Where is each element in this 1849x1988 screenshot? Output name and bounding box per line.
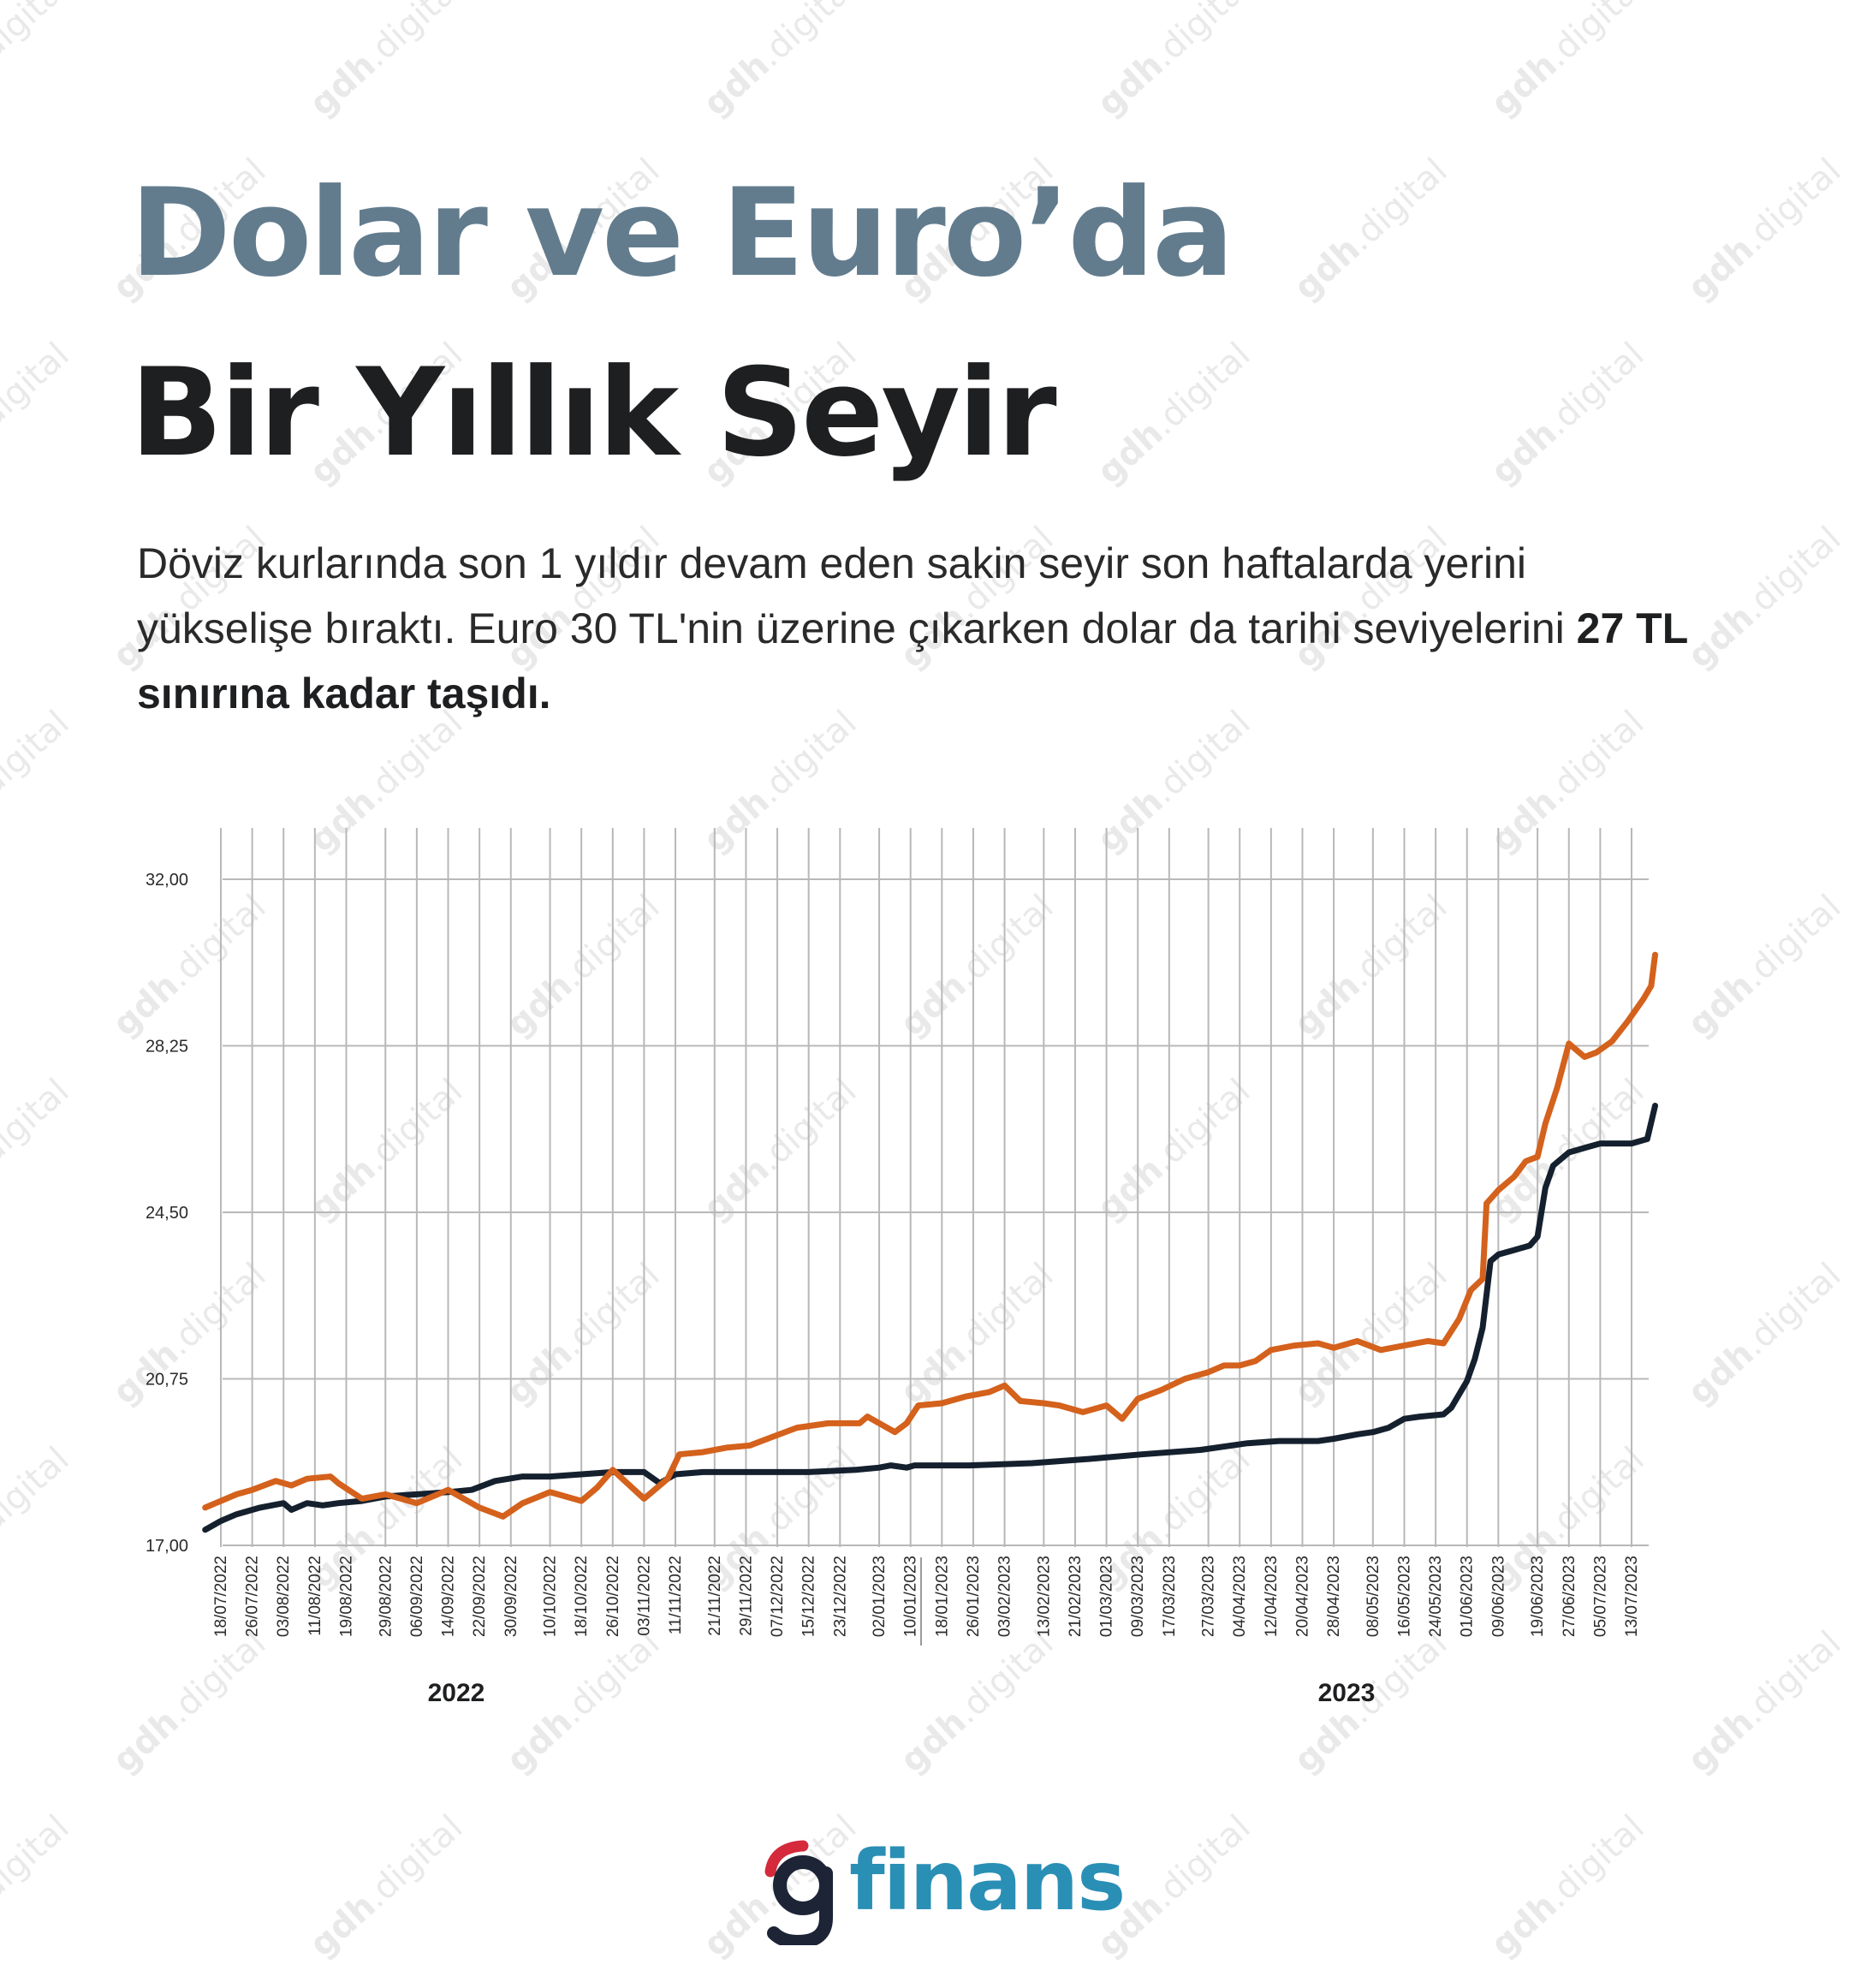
x-tick-label: 01/06/2023 xyxy=(1459,1556,1477,1637)
x-tick-label: 18/01/2023 xyxy=(933,1556,951,1637)
x-tick-label: 26/07/2022 xyxy=(244,1556,262,1637)
vertical-gridlines xyxy=(220,828,1632,1547)
x-tick-label: 27/03/2023 xyxy=(1200,1556,1218,1637)
watermark: gdh.digital xyxy=(0,335,77,443)
x-tick-label: 19/06/2023 xyxy=(1529,1556,1547,1637)
watermark: gdh.digital xyxy=(1090,335,1258,492)
x-tick-label: 24/05/2023 xyxy=(1427,1556,1445,1637)
watermark: gdh.digital xyxy=(1483,0,1652,124)
x-tick-label: 11/11/2022 xyxy=(667,1556,685,1634)
watermark: gdh.digital xyxy=(1287,151,1455,308)
horizontal-gridlines xyxy=(223,878,1649,1546)
y-tick-label: 17,00 xyxy=(146,1537,188,1556)
watermark: gdh.digital xyxy=(302,0,471,124)
x-tick-label: 19/08/2022 xyxy=(337,1556,355,1637)
x-tick-label: 07/12/2022 xyxy=(769,1556,787,1637)
x-tick-label: 03/08/2022 xyxy=(275,1556,293,1637)
x-tick-label: 01/03/2023 xyxy=(1098,1556,1116,1637)
x-tick-label: 26/10/2022 xyxy=(604,1556,622,1637)
y-tick-label: 28,25 xyxy=(146,1038,188,1056)
x-tick-label: 12/04/2023 xyxy=(1263,1556,1281,1637)
lead-paragraph: Döviz kurlarında son 1 yıldır devam eden… xyxy=(137,531,1695,726)
logo-text: finans xyxy=(849,1833,1126,1929)
x-tick-label: 29/08/2022 xyxy=(377,1556,395,1637)
x-axis-tick-labels: 18/07/2022 26/07/2022 03/08/2022 11/08/2022… xyxy=(212,1556,1641,1637)
dolar-series-line xyxy=(202,1103,1658,1533)
euro-series-line xyxy=(202,951,1658,1520)
x-tick-label: 03/11/2022 xyxy=(635,1556,653,1636)
x-tick-label: 14/09/2022 xyxy=(440,1556,458,1637)
x-tick-label: 05/07/2023 xyxy=(1591,1556,1609,1637)
watermark: gdh.digital xyxy=(1483,335,1652,492)
x-tick-label: 11/08/2022 xyxy=(306,1556,324,1636)
y-tick-label: 20,75 xyxy=(146,1371,188,1390)
x-tick-label: 10/10/2022 xyxy=(542,1556,560,1637)
x-tick-label: 13/02/2023 xyxy=(1035,1556,1053,1637)
x-tick-label: 28/04/2023 xyxy=(1325,1556,1343,1637)
x-tick-label: 21/11/2022 xyxy=(706,1556,724,1636)
series-lines xyxy=(202,951,1658,1533)
lead-bold-text: 27 TL sınırına kadar taşıdı. xyxy=(137,604,1688,717)
watermark: gdh.digital xyxy=(1680,151,1849,308)
watermark: gdh.digital xyxy=(0,1807,77,1916)
year-labels: 2022 2023 xyxy=(428,1557,1376,1707)
x-tick-label: 23/12/2022 xyxy=(831,1556,849,1637)
x-tick-label: 04/04/2023 xyxy=(1231,1556,1249,1637)
x-tick-label: 10/01/2023 xyxy=(902,1556,920,1637)
gfinans-logo: finans xyxy=(750,1834,1126,1945)
x-tick-label: 20/04/2023 xyxy=(1293,1556,1311,1637)
exchange-rate-line-chart: 32,00 28,25 24,50 20,75 17,00 18/07/2022 26/0… xyxy=(146,828,1658,1707)
year-label: 2023 xyxy=(1318,1679,1376,1707)
page-title-line-1: Dolar ve Euro’da xyxy=(130,163,1234,304)
page-title-line-2: Bir Yıllık Seyir xyxy=(130,342,1057,484)
year-label: 2022 xyxy=(428,1679,485,1707)
x-tick-label: 29/11/2022 xyxy=(737,1556,755,1636)
watermark: gdh.digital xyxy=(1090,0,1258,124)
x-tick-label: 27/06/2023 xyxy=(1561,1556,1578,1637)
x-tick-label: 16/05/2023 xyxy=(1395,1556,1413,1637)
y-tick-label: 24,50 xyxy=(146,1204,188,1223)
x-tick-label: 22/09/2022 xyxy=(471,1556,489,1637)
x-tick-label: 15/12/2022 xyxy=(800,1556,818,1637)
watermark: gdh.digital xyxy=(696,0,865,124)
x-tick-label: 18/07/2022 xyxy=(212,1556,230,1637)
y-tick-label: 32,00 xyxy=(146,871,188,890)
watermark: gdh.digital xyxy=(0,0,77,75)
x-tick-label: 06/09/2022 xyxy=(408,1556,426,1637)
x-tick-label: 17/03/2023 xyxy=(1161,1556,1179,1637)
lead-text: Döviz kurlarında son 1 yıldır devam eden… xyxy=(137,539,1577,652)
x-tick-label: 26/01/2023 xyxy=(965,1556,983,1637)
x-tick-label: 08/05/2023 xyxy=(1364,1556,1382,1637)
x-tick-label: 21/02/2023 xyxy=(1067,1556,1085,1637)
watermark: gdh.digital xyxy=(302,1807,471,1965)
y-axis-tick-labels: 32,00 28,25 24,50 20,75 17,00 xyxy=(146,871,188,1556)
x-tick-label: 02/01/2023 xyxy=(871,1556,889,1637)
watermark: gdh.digital xyxy=(1680,519,1849,676)
x-tick-label: 09/03/2023 xyxy=(1129,1556,1147,1637)
watermark: gdh.digital xyxy=(1483,1807,1652,1965)
x-tick-label: 09/06/2023 xyxy=(1489,1556,1507,1637)
x-tick-label: 18/10/2022 xyxy=(573,1556,591,1637)
gfinans-logo-mark-icon xyxy=(764,1840,833,1945)
x-tick-label: 03/02/2023 xyxy=(996,1556,1014,1637)
x-tick-label: 13/07/2023 xyxy=(1623,1556,1641,1637)
x-tick-label: 30/09/2022 xyxy=(502,1556,520,1637)
